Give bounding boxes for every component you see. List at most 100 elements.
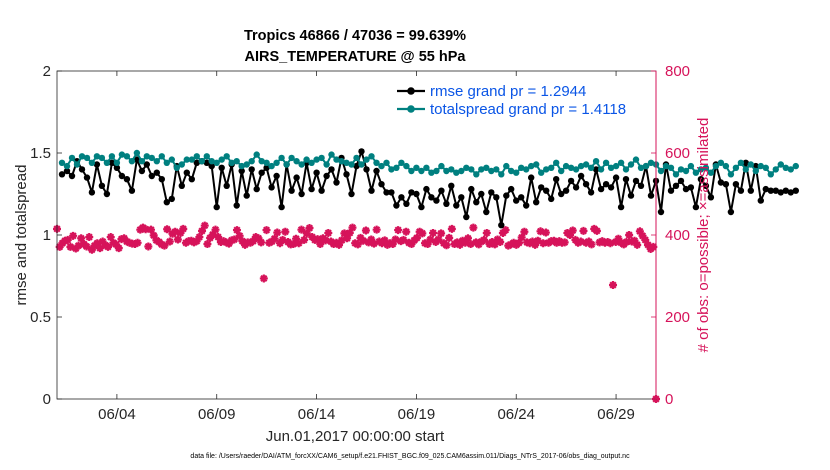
obs-count-marker [496,237,505,246]
obs-count-marker [343,234,352,243]
obs-count-marker [539,239,548,248]
totalspread-point [98,154,106,162]
obs-count-marker [179,224,188,233]
rmse-point [672,182,680,189]
rmse-point [218,164,225,171]
totalspread-point [627,161,635,168]
rmse-point [223,182,230,189]
rmse-point [118,172,126,180]
totalspread-point [198,158,205,165]
obs-count-marker [302,229,311,238]
obs-count-marker [249,237,258,246]
totalspread-point [607,164,615,171]
totalspread-point [747,161,754,168]
rmse-point [747,187,754,194]
obs-count-marker [93,239,102,248]
totalspread-point [438,162,445,170]
totalspread-point [722,162,730,170]
rmse-point [103,190,111,198]
rmse-point [667,187,675,194]
totalspread-point [702,164,710,171]
totalspread-point [258,158,265,165]
obs-count-marker [163,225,172,234]
obs-count-marker [300,235,309,244]
obs-count-marker [447,224,456,233]
obs-count-marker [560,238,569,247]
totalspread-point [677,166,685,173]
totalspread-point [553,159,560,166]
rmse-point [567,177,575,185]
obs-count-marker [104,242,113,251]
rmse-point [582,181,590,188]
rmse-point [178,182,185,189]
rmse-point [253,185,260,193]
rmse-point [58,171,66,178]
obs-count-marker [324,228,333,237]
rmse-point [448,182,455,189]
rmse-point [383,189,390,196]
rmse-point [403,200,410,207]
rmse-point [732,181,740,188]
obs-count-marker [141,225,150,234]
totalspread-point [533,161,540,168]
rmse-point [168,195,175,203]
totalspread-point [288,154,295,162]
obs-count-marker [533,236,542,245]
obs-count-marker [611,237,620,246]
totalspread-point [518,164,525,171]
rmse-point [677,177,685,185]
obs-count-marker [275,239,284,248]
totalspread-point [707,169,715,176]
totalspread-point [128,158,136,165]
obs-count-marker [369,239,378,248]
totalspread-point [582,161,590,168]
totalspread-point [383,159,390,166]
rmse-point [288,187,295,194]
obs-count-marker [635,227,644,236]
rmse-point [577,172,585,180]
obs-count-marker [66,242,75,251]
obs-count-marker [429,228,438,237]
obs-count-marker [273,228,282,237]
obs-count-marker [235,231,244,240]
obs-count-marker [176,228,185,237]
rmse-point [483,208,490,216]
totalspread-point [562,162,570,170]
obs-count-marker [192,237,201,246]
rmse-point [632,177,640,185]
rmse-point [298,190,305,198]
rmse-point [68,172,76,180]
x-axis-label: Jun.01,2017 00:00:00 start [266,428,445,445]
obs-count-marker [480,235,489,244]
rmse-point [313,169,320,176]
x-tick-label: 06/24 [497,406,535,423]
totalspread-point [418,167,425,175]
obs-count-marker [289,240,298,249]
totalspread-point [622,166,630,173]
rmse-point [717,179,725,186]
obs-count-marker [98,237,107,246]
totalspread-point [672,171,680,178]
obs-count-marker [171,227,180,236]
rmse-point [543,187,550,194]
data-file-footnote: data file: /Users/raeder/DAI/ATM_forcXX/… [190,453,630,460]
obs-count-marker [297,225,306,234]
obs-count-marker [238,237,247,246]
y-right-tick-label: 400 [665,227,690,244]
legend-totalspread-marker [407,105,415,113]
totalspread-point [742,166,749,173]
totalspread-point [108,153,116,160]
obs-count-marker [412,233,421,242]
rmse-point [493,194,500,201]
obs-count-marker [531,240,540,249]
rmse-point [453,202,460,209]
obs-count-marker [63,235,72,244]
rmse-point [343,171,350,178]
rmse-point [143,161,150,168]
totalspread-point [238,162,245,170]
obs-count-marker [313,235,322,244]
x-tick-label: 06/19 [398,406,436,423]
totalspread-point [737,159,745,166]
totalspread-point [163,159,170,166]
y-axis-left: 0 0.5 1 1.5 2 [30,63,62,408]
